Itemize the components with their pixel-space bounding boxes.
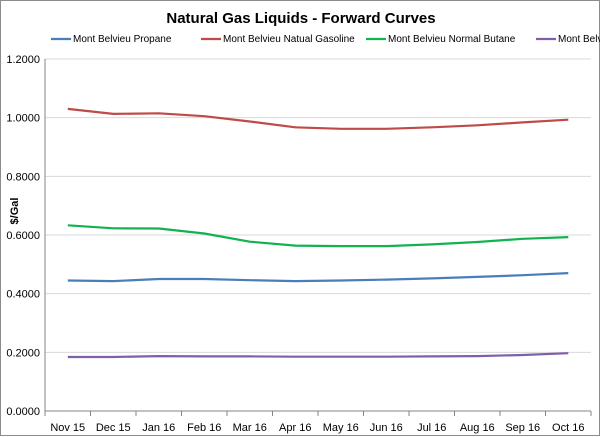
x-tick-label: Sep 16 bbox=[505, 422, 540, 434]
x-tick-label: Apr 16 bbox=[279, 422, 311, 434]
y-axis-ticks: 0.0000 0.2000 0.4000 0.6000 0.8000 1.0000 1.20… bbox=[6, 54, 40, 418]
y-tick-label: 1.0000 bbox=[6, 113, 40, 125]
x-tick-label: Dec 15 bbox=[96, 422, 131, 434]
series-lines bbox=[67, 107, 569, 359]
legend-label: Mont Belvieu Propane bbox=[73, 34, 172, 45]
legend-label: Mont Belvieu Normal Butane bbox=[388, 34, 516, 45]
legend-label: Mont Belvieu Natual Gasoline bbox=[223, 34, 355, 45]
y-tick-label: 0.2000 bbox=[6, 347, 40, 359]
series-line-4 bbox=[67, 352, 569, 359]
x-tick-label: Mar 16 bbox=[233, 422, 267, 434]
x-tick-label: May 16 bbox=[323, 422, 359, 434]
series-line-2 bbox=[67, 107, 569, 130]
y-tick-label: 0.0000 bbox=[6, 406, 40, 418]
y-tick-label: 1.2000 bbox=[6, 54, 40, 66]
x-tick-label: Aug 16 bbox=[460, 422, 495, 434]
legend: Mont Belvieu Propane Mont Belvieu Natual … bbox=[51, 34, 600, 45]
x-tick-label: Feb 16 bbox=[187, 422, 221, 434]
series-line-1 bbox=[67, 272, 569, 283]
x-tick-label: Jun 16 bbox=[370, 422, 403, 434]
y-tick-label: 0.6000 bbox=[6, 230, 40, 242]
x-axis-ticks: Nov 15 Dec 15 Jan 16 Feb 16 Mar 16 Apr 16 May … bbox=[44, 411, 592, 434]
y-tick-label: 0.4000 bbox=[6, 289, 40, 301]
x-tick-label: Jan 16 bbox=[142, 422, 175, 434]
x-tick-label: Jul 16 bbox=[417, 422, 446, 434]
x-tick-label: Nov 15 bbox=[50, 422, 85, 434]
legend-label: Mont Belvieu Ethane bbox=[558, 34, 600, 45]
gridlines bbox=[44, 58, 591, 412]
chart-title: Natural Gas Liquids - Forward Curves bbox=[166, 10, 435, 27]
x-tick-label: Oct 16 bbox=[552, 422, 584, 434]
y-tick-label: 0.8000 bbox=[6, 171, 40, 183]
y-axis-label: $/Gal bbox=[9, 198, 21, 225]
series-line-3 bbox=[67, 224, 569, 248]
